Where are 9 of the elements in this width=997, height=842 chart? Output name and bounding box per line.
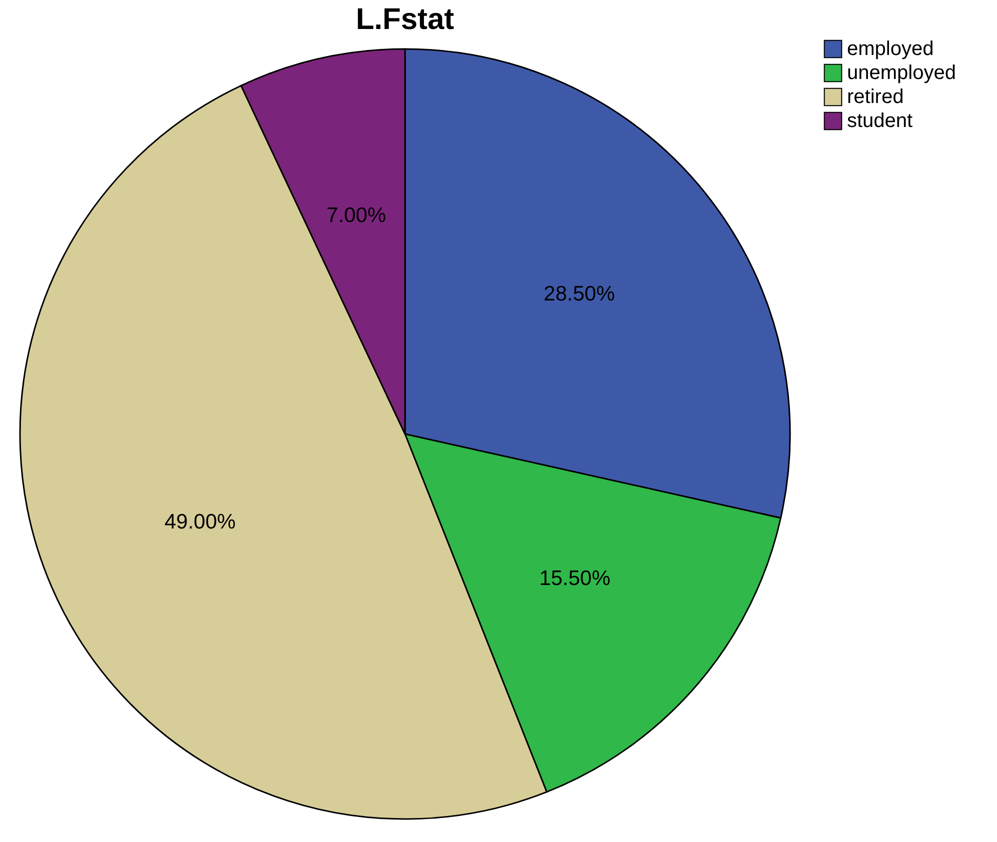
legend-label: employed: [847, 38, 934, 60]
data-label: 28.50%: [544, 282, 615, 306]
legend-label: unemployed: [847, 62, 956, 84]
chart-title: L.Fstat: [356, 3, 454, 36]
data-label: 49.00%: [164, 510, 236, 534]
data-label: 15.50%: [539, 567, 610, 590]
legend-label: student: [847, 110, 914, 132]
data-label: 7.00%: [326, 204, 386, 228]
legend-label: retired: [847, 86, 904, 108]
